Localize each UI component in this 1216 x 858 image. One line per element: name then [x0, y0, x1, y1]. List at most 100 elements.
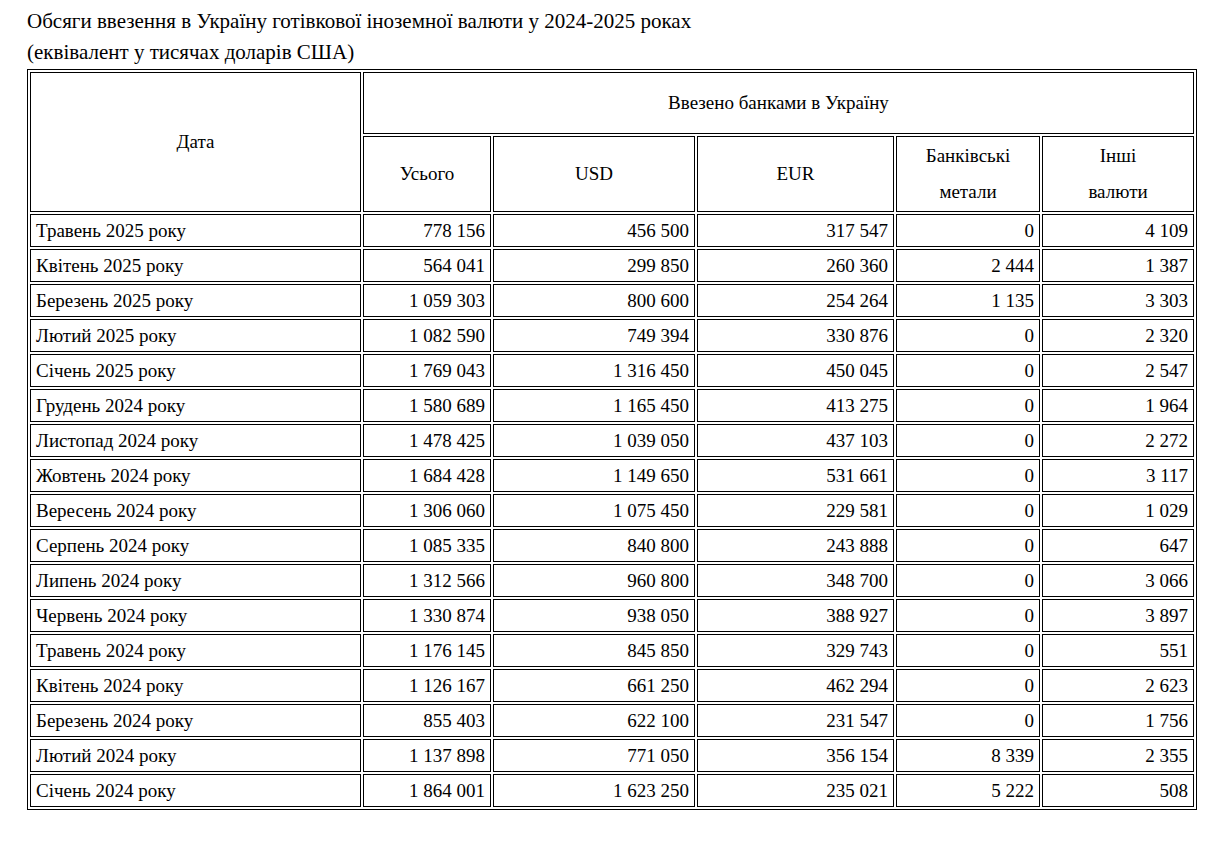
eur-cell: 450 045 [697, 354, 894, 387]
usd-cell: 1 316 450 [493, 354, 695, 387]
total-cell: 1 684 428 [363, 459, 491, 492]
table-row: Вересень 2024 року1 306 0601 075 450229 … [30, 494, 1194, 527]
usd-cell: 845 850 [493, 634, 695, 667]
table-row: Березень 2025 року1 059 303800 600254 26… [30, 284, 1194, 317]
table-row: Січень 2024 року1 864 0011 623 250235 02… [30, 774, 1194, 807]
eur-cell: 329 743 [697, 634, 894, 667]
total-cell: 1 312 566 [363, 564, 491, 597]
table-row: Серпень 2024 року1 085 335840 800243 888… [30, 529, 1194, 562]
usd-cell: 456 500 [493, 214, 695, 247]
total-cell: 1 126 167 [363, 669, 491, 702]
page-subtitle: (еквівалент у тисячах доларів США) [27, 37, 1216, 68]
bank-metals-cell: 0 [896, 459, 1040, 492]
eur-column-header: EUR [697, 136, 894, 212]
table-row: Березень 2024 року855 403622 100231 5470… [30, 704, 1194, 737]
eur-cell: 388 927 [697, 599, 894, 632]
usd-cell: 840 800 [493, 529, 695, 562]
usd-cell: 800 600 [493, 284, 695, 317]
bank-metals-cell: 0 [896, 214, 1040, 247]
other-currencies-cell: 2 547 [1042, 354, 1194, 387]
eur-cell: 235 021 [697, 774, 894, 807]
date-cell: Листопад 2024 року [30, 424, 361, 457]
eur-cell: 330 876 [697, 319, 894, 352]
total-cell: 1 306 060 [363, 494, 491, 527]
usd-column-header: USD [493, 136, 695, 212]
usd-cell: 1 149 650 [493, 459, 695, 492]
group-header-row: Дата Ввезено банками в Україну [30, 72, 1194, 134]
bank-metals-cell: 0 [896, 634, 1040, 667]
date-cell: Квітень 2024 року [30, 669, 361, 702]
other-currencies-cell: 1 029 [1042, 494, 1194, 527]
eur-cell: 231 547 [697, 704, 894, 737]
eur-cell: 413 275 [697, 389, 894, 422]
date-cell: Січень 2025 року [30, 354, 361, 387]
total-cell: 564 041 [363, 249, 491, 282]
bank-metals-cell: 0 [896, 704, 1040, 737]
table-row: Жовтень 2024 року1 684 4281 149 650531 6… [30, 459, 1194, 492]
usd-cell: 960 800 [493, 564, 695, 597]
eur-cell: 260 360 [697, 249, 894, 282]
other-currencies-cell: 551 [1042, 634, 1194, 667]
bank-metals-cell: 0 [896, 354, 1040, 387]
total-cell: 778 156 [363, 214, 491, 247]
bank-metals-cell: 2 444 [896, 249, 1040, 282]
usd-cell: 749 394 [493, 319, 695, 352]
table-header: Дата Ввезено банками в Україну Усього US… [30, 72, 1194, 212]
date-cell: Січень 2024 року [30, 774, 361, 807]
eur-cell: 437 103 [697, 424, 894, 457]
bank-metals-cell: 0 [896, 669, 1040, 702]
eur-cell: 348 700 [697, 564, 894, 597]
date-cell: Жовтень 2024 року [30, 459, 361, 492]
table-row: Квітень 2025 року564 041299 850260 3602 … [30, 249, 1194, 282]
bank-metals-cell: 0 [896, 529, 1040, 562]
date-cell: Травень 2024 року [30, 634, 361, 667]
other-currencies-cell: 2 623 [1042, 669, 1194, 702]
date-cell: Червень 2024 року [30, 599, 361, 632]
other-currencies-cell: 1 964 [1042, 389, 1194, 422]
table-body: Травень 2025 року778 156456 500317 54704… [30, 214, 1194, 807]
group-header: Ввезено банками в Україну [363, 72, 1194, 134]
usd-cell: 771 050 [493, 739, 695, 772]
date-column-header: Дата [30, 72, 361, 212]
currency-import-table: Дата Ввезено банками в Україну Усього US… [27, 69, 1197, 810]
date-cell: Березень 2024 року [30, 704, 361, 737]
eur-cell: 317 547 [697, 214, 894, 247]
date-cell: Квітень 2025 року [30, 249, 361, 282]
total-cell: 855 403 [363, 704, 491, 737]
other-currencies-column-header: Інші валюти [1042, 136, 1194, 212]
eur-cell: 254 264 [697, 284, 894, 317]
table-row: Лютий 2024 року1 137 898771 050356 1548 … [30, 739, 1194, 772]
total-cell: 1 478 425 [363, 424, 491, 457]
other-currencies-cell: 3 897 [1042, 599, 1194, 632]
eur-cell: 531 661 [697, 459, 894, 492]
table-row: Лютий 2025 року1 082 590749 394330 87602… [30, 319, 1194, 352]
total-cell: 1 176 145 [363, 634, 491, 667]
other-currencies-cell: 508 [1042, 774, 1194, 807]
other-currencies-cell: 3 117 [1042, 459, 1194, 492]
table-row: Червень 2024 року1 330 874938 050388 927… [30, 599, 1194, 632]
eur-cell: 243 888 [697, 529, 894, 562]
bank-metals-cell: 0 [896, 319, 1040, 352]
date-cell: Серпень 2024 року [30, 529, 361, 562]
total-cell: 1 864 001 [363, 774, 491, 807]
date-cell: Травень 2025 року [30, 214, 361, 247]
bank-metals-cell: 0 [896, 564, 1040, 597]
usd-cell: 1 075 450 [493, 494, 695, 527]
bank-metals-cell: 1 135 [896, 284, 1040, 317]
eur-cell: 229 581 [697, 494, 894, 527]
total-cell: 1 137 898 [363, 739, 491, 772]
bank-metals-cell: 0 [896, 494, 1040, 527]
other-currencies-cell: 647 [1042, 529, 1194, 562]
table-row: Листопад 2024 року1 478 4251 039 050437 … [30, 424, 1194, 457]
date-cell: Липень 2024 року [30, 564, 361, 597]
date-cell: Вересень 2024 року [30, 494, 361, 527]
total-cell: 1 580 689 [363, 389, 491, 422]
date-cell: Грудень 2024 року [30, 389, 361, 422]
date-cell: Лютий 2024 року [30, 739, 361, 772]
page-title: Обсяги ввезення в Україну готівкової іно… [27, 6, 1216, 37]
date-cell: Лютий 2025 року [30, 319, 361, 352]
bank-metals-column-header: Банківські метали [896, 136, 1040, 212]
bank-metals-cell: 0 [896, 389, 1040, 422]
date-cell: Березень 2025 року [30, 284, 361, 317]
other-currencies-cell: 1 387 [1042, 249, 1194, 282]
